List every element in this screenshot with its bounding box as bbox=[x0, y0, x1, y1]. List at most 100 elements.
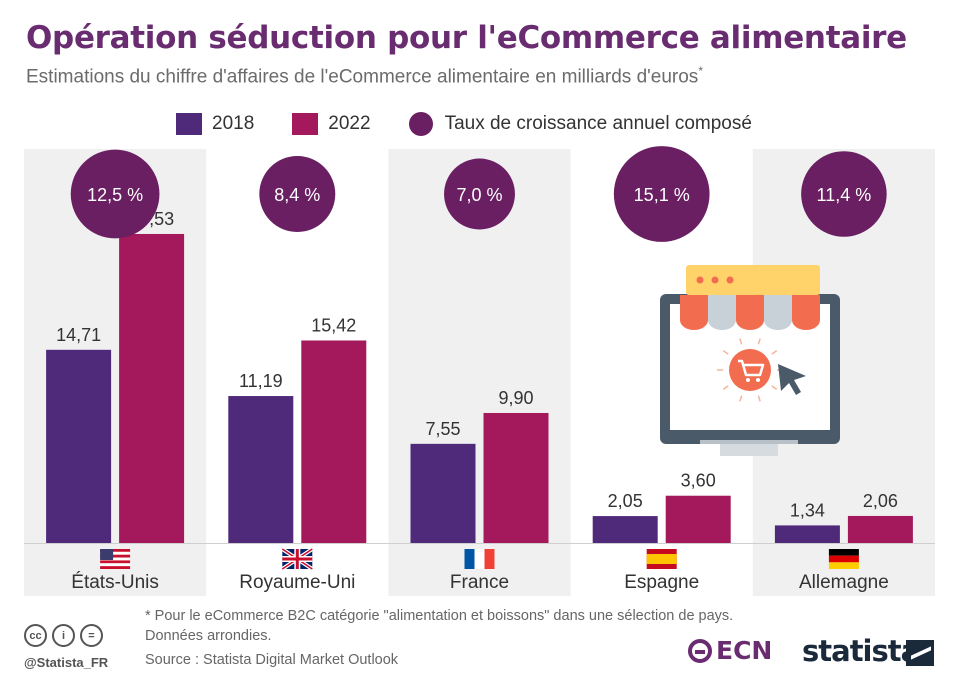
cagr-label: 15,1 % bbox=[634, 185, 690, 205]
bar-value-label: 11,19 bbox=[239, 371, 283, 391]
sparkle-ray bbox=[757, 395, 761, 402]
cagr-label: 11,4 % bbox=[817, 185, 872, 205]
social-handle: @Statista_FR bbox=[24, 655, 109, 670]
bar-value-label: 9,90 bbox=[498, 388, 533, 408]
flag-band bbox=[828, 562, 859, 569]
sparkle-ray bbox=[722, 385, 729, 391]
flag-cross-red bbox=[282, 557, 313, 561]
category-group: 11,19 15,42 8,4 % Royaume-Uni bbox=[228, 156, 367, 593]
online-grocery-shop-illustration bbox=[660, 265, 840, 456]
cagr-bubble bbox=[259, 156, 336, 232]
source-note: Source : Statista Digital Market Outlook bbox=[145, 652, 399, 668]
bar-2022 bbox=[665, 495, 731, 543]
flag-band bbox=[646, 554, 677, 564]
bar-2018 bbox=[774, 525, 840, 543]
category-group: 14,7123,5312,5 %États-Unis bbox=[46, 149, 185, 593]
ecn-logo-text: ECN bbox=[716, 636, 773, 665]
flag-stripe bbox=[100, 554, 131, 558]
category-group: 2,05 3,60 15,1 % Espagne bbox=[592, 146, 731, 593]
cagr-label: 12,5 % bbox=[87, 185, 143, 205]
flag-band bbox=[474, 549, 485, 569]
legend: 2018 2022 Taux de croissance annuel comp… bbox=[176, 110, 790, 138]
awning-stripe bbox=[792, 295, 820, 330]
statista-logo: statista bbox=[802, 634, 920, 668]
sparkle-ray bbox=[771, 349, 778, 355]
legend-item-2022: 2022 bbox=[292, 113, 371, 135]
chart-subtitle: Estimations du chiffre d'affaires de l'e… bbox=[26, 64, 703, 88]
chart-title: Opération séduction pour l'eCommerce ali… bbox=[26, 20, 907, 56]
flag-canton bbox=[100, 549, 114, 560]
cagr-bubble bbox=[801, 151, 887, 237]
ecn-logo-icon bbox=[688, 638, 712, 663]
license-icons: cc i = bbox=[24, 624, 108, 647]
ecn-logo: ECN bbox=[688, 636, 772, 665]
attribution-icon: i bbox=[52, 624, 75, 647]
monitor-stand bbox=[720, 444, 778, 456]
cagr-bubble bbox=[70, 149, 160, 239]
statista-logo-icon bbox=[906, 640, 934, 666]
bar-2018 bbox=[228, 396, 294, 543]
awning-stripe bbox=[708, 295, 736, 330]
bar-2022 bbox=[483, 412, 549, 543]
category-label: Espagne bbox=[624, 572, 699, 593]
flag-stripe bbox=[100, 560, 131, 564]
cart-icon bbox=[738, 359, 765, 377]
flag-stripe bbox=[100, 557, 131, 561]
subtitle-text: Estimations du chiffre d'affaires de l'e… bbox=[26, 66, 699, 88]
monitor-stand-top bbox=[700, 440, 798, 444]
flag-stripe bbox=[100, 551, 131, 555]
awning-stripe bbox=[764, 295, 792, 330]
flag-band bbox=[828, 555, 859, 563]
bar-value-label: 2,06 bbox=[863, 491, 898, 511]
legend-label-2018: 2018 bbox=[212, 113, 255, 134]
legend-item-2018: 2018 bbox=[176, 113, 254, 135]
flag-band bbox=[464, 549, 475, 569]
sparkle-ray bbox=[722, 349, 729, 355]
flag-band bbox=[484, 549, 495, 569]
legend-dot-cagr bbox=[408, 112, 433, 136]
cagr-bubble bbox=[613, 146, 710, 242]
bar-2022 bbox=[119, 233, 185, 544]
shop-sign bbox=[686, 265, 820, 295]
shop-sign-dot bbox=[696, 276, 704, 284]
cagr-label: 8,4 % bbox=[274, 185, 320, 205]
bar-value-label: 7,55 bbox=[425, 419, 460, 439]
bar-value-label: 2,05 bbox=[608, 491, 643, 511]
bar-2022 bbox=[301, 340, 367, 543]
flag-de-icon bbox=[828, 549, 859, 569]
sparkle-ray bbox=[739, 395, 743, 402]
legend-label-2022: 2022 bbox=[328, 113, 371, 134]
cagr-label: 7,0 % bbox=[456, 185, 502, 205]
cursor-icon bbox=[778, 364, 806, 395]
sparkle-ray bbox=[757, 338, 761, 345]
bar-2018 bbox=[592, 516, 658, 543]
flag-es-icon bbox=[646, 549, 677, 569]
flag-fr-icon bbox=[464, 549, 495, 569]
category-group: 7,55 9,90 7,0 % France bbox=[410, 158, 549, 593]
cart-wheel bbox=[756, 378, 760, 382]
category-label: France bbox=[450, 572, 509, 593]
footnote-line-2: Données arrondies. bbox=[145, 628, 272, 644]
category-group: 1,34 2,06 11,4 % Allemagne bbox=[774, 151, 913, 593]
legend-swatch-2018 bbox=[176, 113, 202, 135]
bar-2018 bbox=[46, 349, 112, 543]
bar-value-label: 3,60 bbox=[681, 471, 716, 491]
cart-wheel bbox=[746, 378, 750, 382]
cc-icon: cc bbox=[24, 624, 47, 647]
flag-us-icon bbox=[100, 549, 131, 569]
shop-sign-dot bbox=[726, 276, 734, 284]
awning-stripe bbox=[680, 295, 708, 330]
footnote: * Pour le eCommerce B2C catégorie "alime… bbox=[145, 606, 733, 646]
category-label: États-Unis bbox=[71, 572, 159, 593]
bar-value-label: 1,34 bbox=[790, 500, 825, 520]
awning-stripe bbox=[736, 295, 764, 330]
bar-value-label: 15,42 bbox=[311, 315, 356, 335]
shop-sign-dot bbox=[711, 276, 719, 284]
legend-label-cagr: Taux de croissance annuel composé bbox=[444, 113, 752, 134]
category-label: Royaume-Uni bbox=[239, 572, 355, 593]
no-derivatives-icon: = bbox=[80, 624, 103, 647]
flag-stripe bbox=[100, 563, 131, 567]
cart-badge bbox=[729, 349, 771, 391]
legend-swatch-2022 bbox=[292, 113, 319, 135]
